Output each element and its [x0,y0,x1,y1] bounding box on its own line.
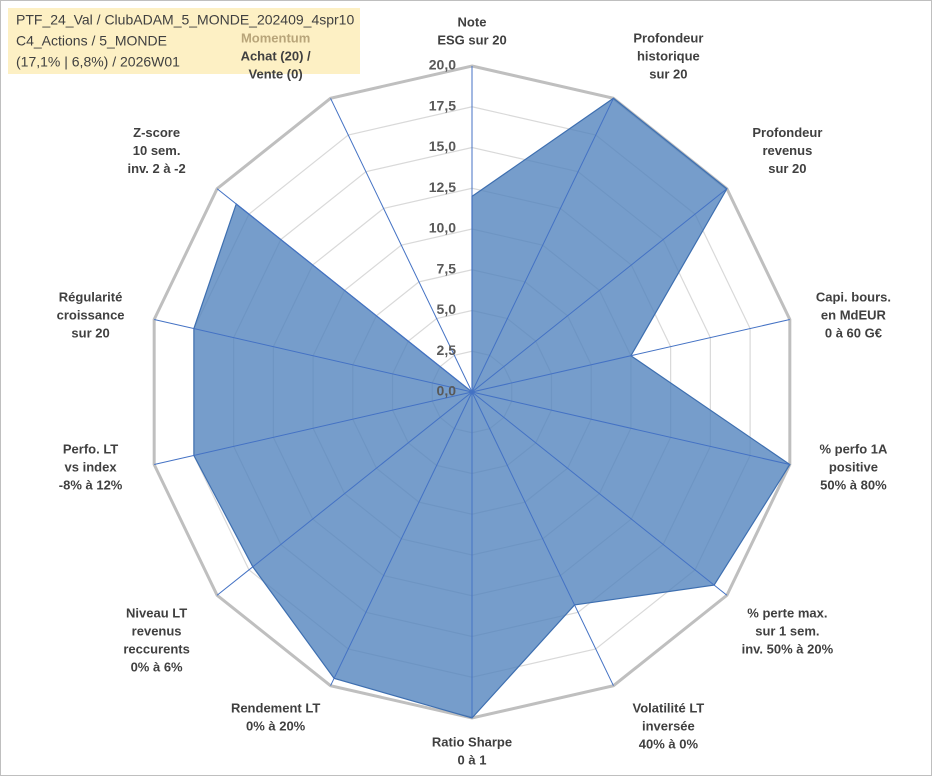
category-label: sur 1 sem. [755,624,819,639]
category-note: Momentum [241,30,310,45]
category-label: % perte max. [747,606,827,621]
title-line: PTF_24_Val / ClubADAM_5_MONDE_202409_4sp… [16,12,354,28]
spoke [154,318,473,393]
radial-tick-label: 20,0 [429,57,456,73]
radial-tick-label: 15,0 [429,138,456,154]
category-label: % perfo 1A [819,442,888,457]
category-label: revenus [132,624,182,639]
radial-tick-label: 10,0 [429,220,456,236]
spoke [330,98,473,393]
title-line: C4_Actions / 5_MONDE [16,33,167,49]
category-label: 0 à 1 [458,752,487,767]
category-label: historique [637,48,700,63]
category-label: vs index [65,460,118,475]
category-label: inv. 2 à -2 [127,161,185,176]
category-label: reccurents [123,642,189,657]
category-label: croissance [57,307,125,322]
radial-tick-label: 7,5 [437,260,457,276]
category-label: 40% à 0% [639,737,699,752]
title-box [8,8,360,74]
radial-tick-label: 2,5 [437,342,457,358]
radial-tick-label: 12,5 [429,179,456,195]
category-label: Capi. bours. [816,289,891,304]
category-label: -8% à 12% [59,478,123,493]
category-label: Profondeur [633,30,703,45]
category-label: Ratio Sharpe [432,734,512,749]
category-label: sur 20 [71,325,109,340]
category-label: ESG sur 20 [437,32,506,47]
spoke [471,391,614,686]
category-label: Z-score [133,125,180,140]
spoke [216,391,473,596]
category-label: Rendement LT [231,701,320,716]
category-label: 10 sem. [133,143,181,158]
category-label: 0% à 6% [131,660,183,675]
category-label: inv. 50% à 20% [742,642,834,657]
radial-tick-label: 17,5 [429,97,456,113]
title-line: (17,1% | 6,8%) / 2026W01 [16,54,180,70]
category-label: revenus [762,143,812,158]
category-label: sur 20 [768,161,806,176]
category-label: sur 20 [649,66,687,81]
spoke [471,318,790,393]
category-label: inversée [642,719,695,734]
category-label: Achat (20) / [241,48,311,63]
category-label: Vente (0) [249,66,303,81]
radial-tick-label: 5,0 [437,301,457,317]
spoke [330,391,473,686]
spoke [471,98,614,393]
spoke [471,391,790,466]
spoke [471,188,728,393]
category-label: Régularité [59,289,123,304]
category-label: positive [829,460,878,475]
category-label: Perfo. LT [63,442,118,457]
category-label: 50% à 80% [820,478,887,493]
category-label: Volatilité LT [633,701,705,716]
spoke [471,391,728,596]
category-label: Profondeur [752,125,822,140]
category-label: Niveau LT [126,606,187,621]
category-label: Note [458,14,487,29]
spoke [216,188,473,393]
category-label: en MdEUR [821,307,887,322]
radial-tick-label: 0,0 [437,383,457,399]
spoke [154,391,473,466]
category-label: 0 à 60 G€ [825,325,882,340]
category-label: 0% à 20% [246,719,306,734]
